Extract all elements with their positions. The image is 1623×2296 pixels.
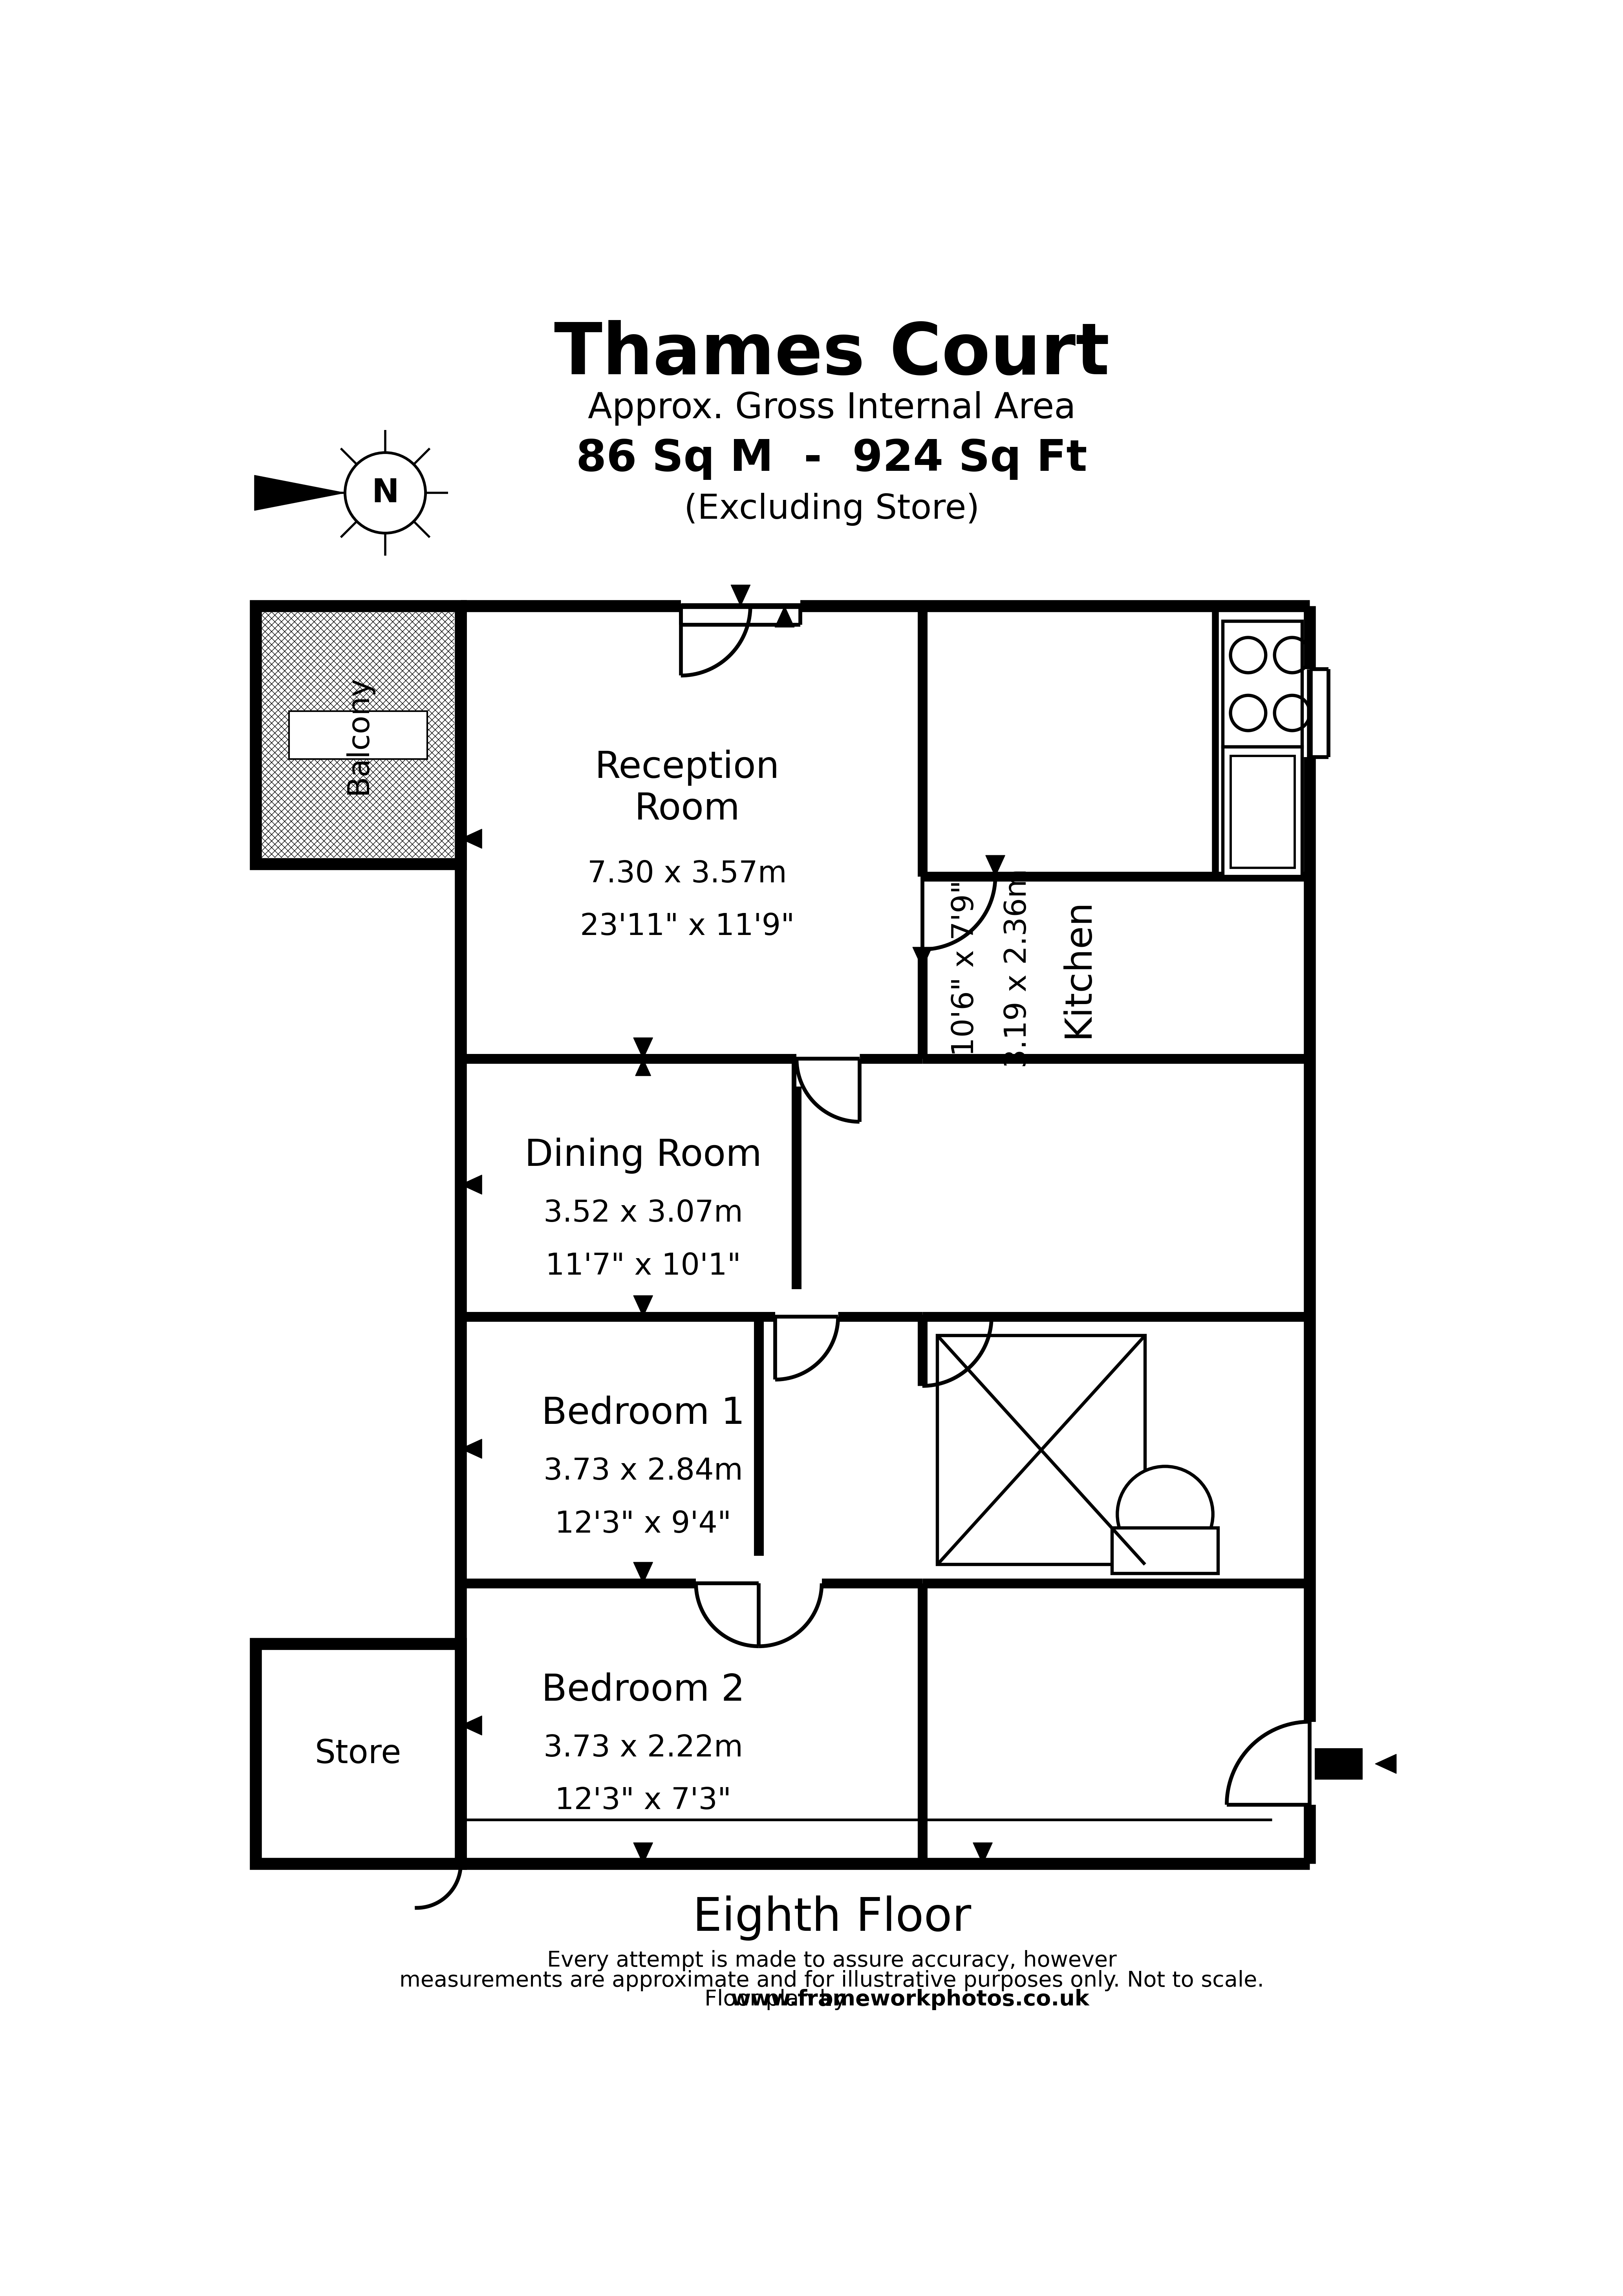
- Polygon shape: [635, 1058, 651, 1077]
- Bar: [1112, 1529, 1217, 1573]
- Bar: [261, 613, 454, 859]
- Text: 12'3" x 9'4": 12'3" x 9'4": [555, 1511, 732, 1538]
- Bar: [682, 579, 750, 634]
- Text: Approx. Gross Internal Area: Approx. Gross Internal Area: [588, 390, 1076, 425]
- Text: Bedroom 1: Bedroom 1: [542, 1396, 745, 1433]
- Polygon shape: [912, 948, 932, 969]
- Polygon shape: [633, 1561, 652, 1584]
- Polygon shape: [461, 1176, 482, 1194]
- Bar: [1315, 1747, 1363, 1779]
- Text: N: N: [372, 478, 399, 510]
- Text: Kitchen: Kitchen: [1060, 898, 1097, 1038]
- Bar: [256, 606, 461, 863]
- Text: 11'7" x 10'1": 11'7" x 10'1": [545, 1251, 740, 1281]
- Polygon shape: [974, 1844, 992, 1864]
- Polygon shape: [461, 1440, 482, 1458]
- Polygon shape: [730, 585, 750, 606]
- Polygon shape: [633, 1038, 652, 1058]
- Bar: [1279, 668, 1341, 758]
- Text: 12'3" x 7'3": 12'3" x 7'3": [555, 1786, 732, 1816]
- Text: Store: Store: [315, 1738, 401, 1770]
- Text: 3.19 x 2.36m: 3.19 x 2.36m: [1003, 868, 1032, 1068]
- Bar: [1224, 746, 1302, 877]
- Bar: [256, 1644, 461, 1864]
- Text: 3.52 x 3.07m: 3.52 x 3.07m: [544, 1199, 743, 1228]
- Text: Bedroom 2: Bedroom 2: [542, 1671, 745, 1708]
- Bar: [289, 712, 427, 760]
- Bar: [461, 606, 1310, 1864]
- Text: Thames Court: Thames Court: [553, 319, 1110, 388]
- Text: Balcony: Balcony: [344, 675, 373, 794]
- Text: Reception
Room: Reception Room: [594, 748, 779, 827]
- Polygon shape: [461, 1715, 482, 1736]
- Text: 7.30 x 3.57m: 7.30 x 3.57m: [588, 859, 787, 889]
- Text: 3.73 x 2.84m: 3.73 x 2.84m: [544, 1458, 743, 1486]
- Bar: [938, 1336, 1144, 1564]
- Bar: [1224, 622, 1302, 746]
- Polygon shape: [255, 475, 346, 510]
- Bar: [760, 1557, 821, 1612]
- Circle shape: [1117, 1467, 1212, 1561]
- Text: Eighth Floor: Eighth Floor: [693, 1894, 971, 1940]
- Bar: [256, 1644, 461, 1864]
- Text: (Excluding Store): (Excluding Store): [683, 494, 980, 526]
- Text: Every attempt is made to assure accuracy, however: Every attempt is made to assure accuracy…: [547, 1949, 1117, 1972]
- Polygon shape: [985, 856, 1005, 877]
- Polygon shape: [633, 1295, 652, 1316]
- Bar: [289, 712, 427, 760]
- Text: measurements are approximate and for illustrative purposes only. Not to scale.: measurements are approximate and for ill…: [399, 1970, 1264, 1991]
- Polygon shape: [774, 606, 794, 627]
- Text: 23'11" x 11'9": 23'11" x 11'9": [579, 912, 794, 941]
- Bar: [1282, 1722, 1337, 1805]
- Bar: [682, 574, 800, 638]
- Text: Dining Room: Dining Room: [524, 1137, 761, 1173]
- Polygon shape: [633, 1844, 652, 1864]
- Bar: [1230, 755, 1295, 868]
- Bar: [256, 606, 461, 863]
- Bar: [696, 1557, 760, 1612]
- Bar: [776, 1288, 837, 1345]
- Polygon shape: [461, 829, 482, 850]
- Bar: [797, 1031, 860, 1086]
- Text: www.frameworkphotos.co.uk: www.frameworkphotos.co.uk: [730, 1988, 1089, 2011]
- Polygon shape: [1375, 1754, 1396, 1773]
- Text: 86 Sq M  -  924 Sq Ft: 86 Sq M - 924 Sq Ft: [576, 439, 1087, 480]
- Text: 10'6" x 7'9": 10'6" x 7'9": [951, 879, 980, 1056]
- Text: 3.73 x 2.22m: 3.73 x 2.22m: [544, 1733, 743, 1763]
- Text: Floor plan by: Floor plan by: [704, 1988, 854, 2011]
